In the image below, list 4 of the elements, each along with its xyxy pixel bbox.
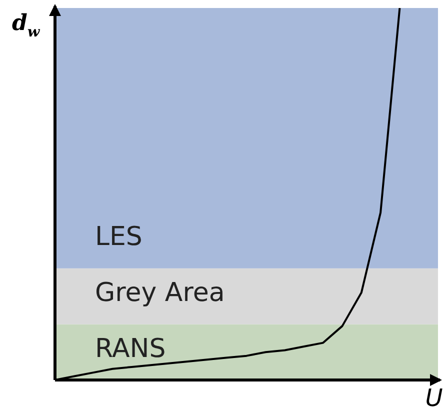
band-label: Grey Area: [95, 278, 225, 308]
band-label: LES: [95, 222, 142, 252]
band-label: RANS: [95, 334, 166, 364]
x-axis-title: U: [425, 384, 444, 409]
